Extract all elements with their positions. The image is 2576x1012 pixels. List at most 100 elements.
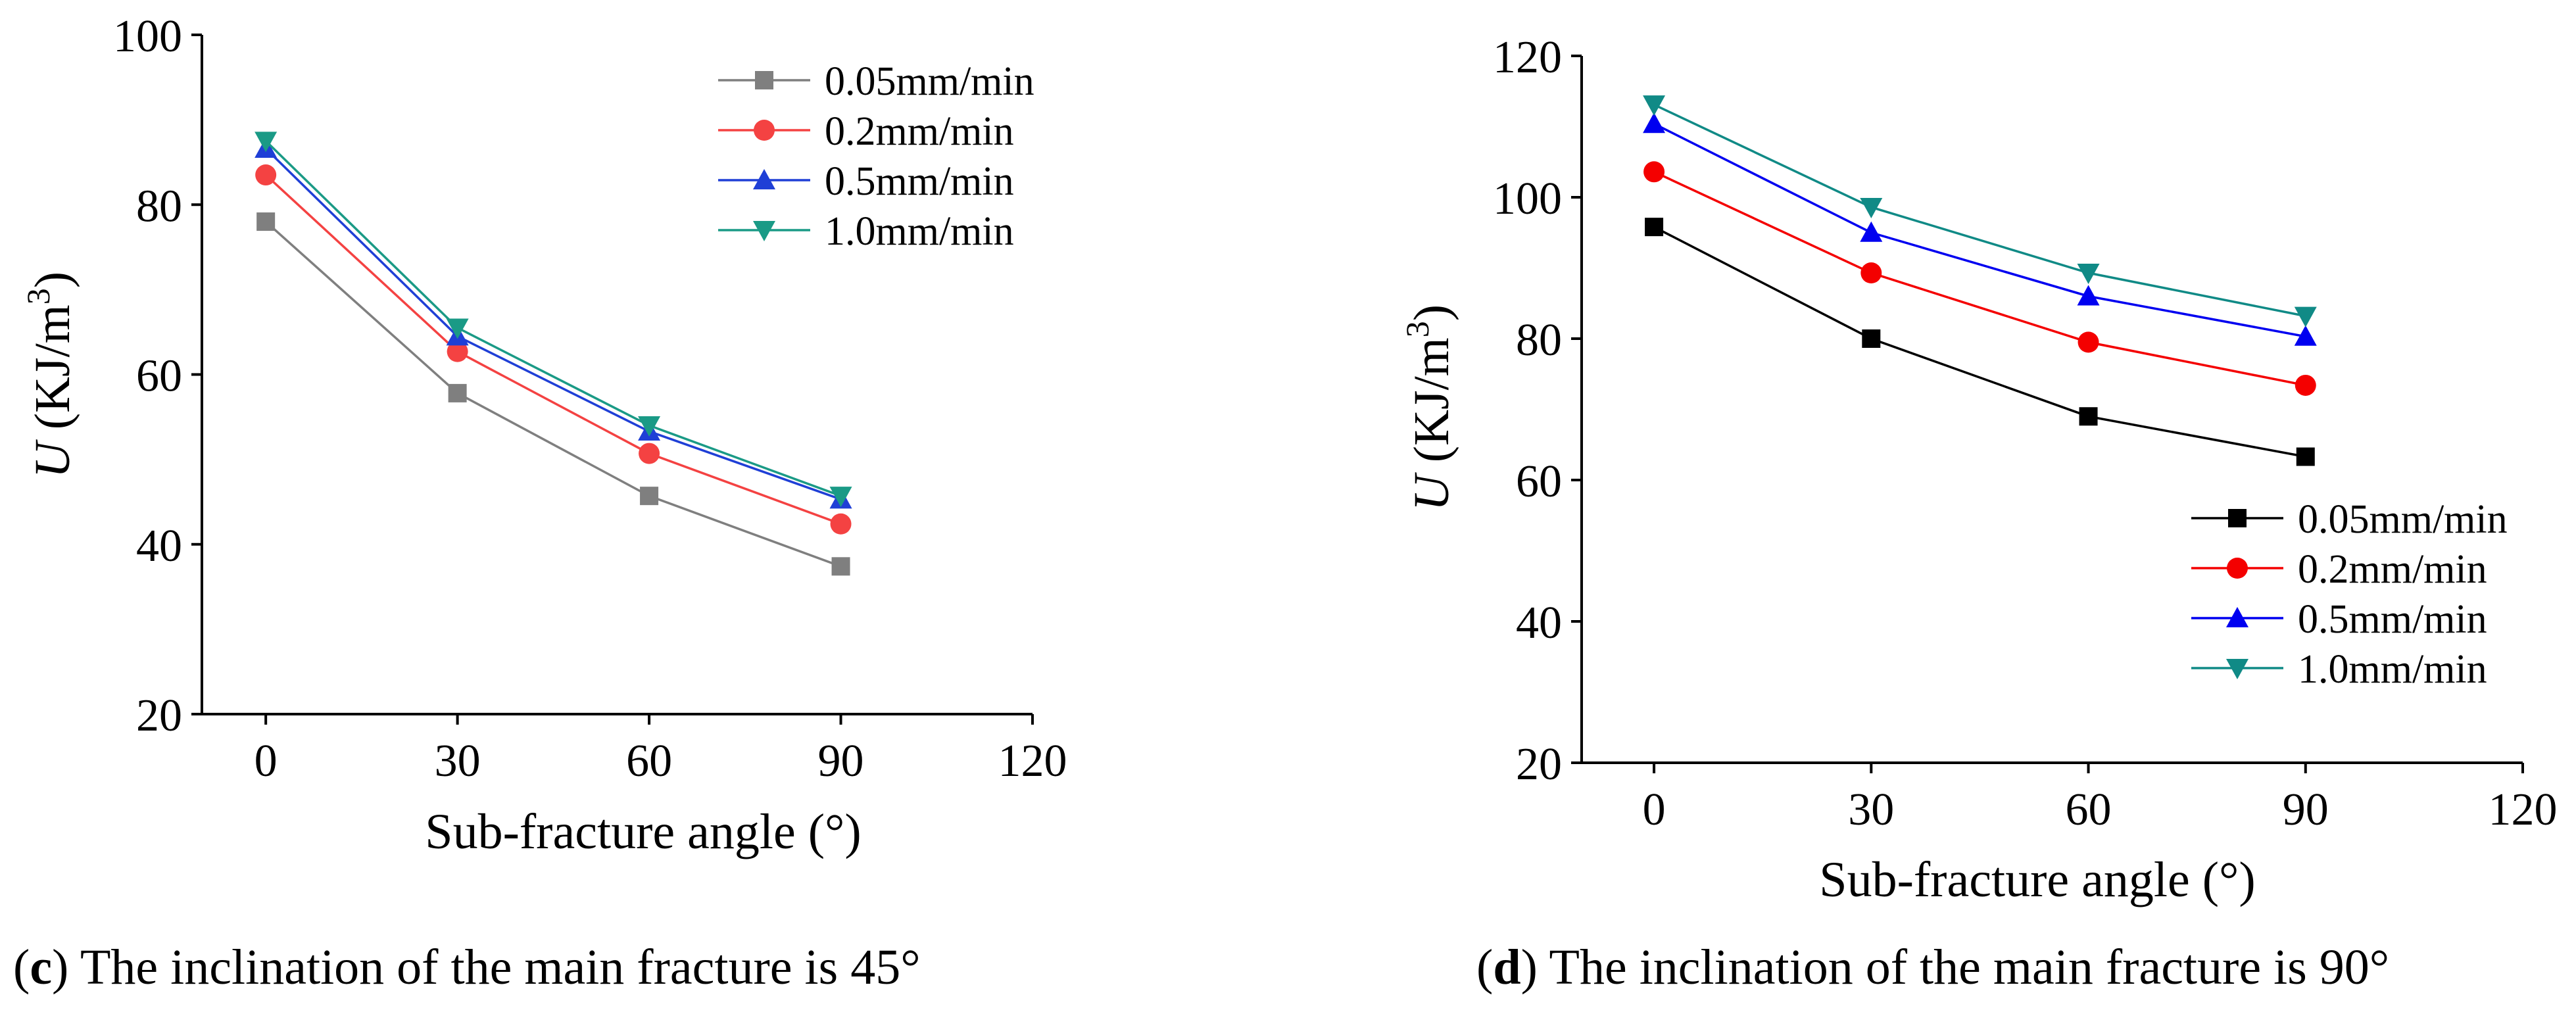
legend-swatch-marker xyxy=(2226,659,2248,679)
x-tick-label: 60 xyxy=(626,736,672,786)
data-point xyxy=(639,443,660,464)
x-tick-label: 90 xyxy=(2283,784,2329,835)
data-point xyxy=(2078,331,2099,353)
y-tick-label: 20 xyxy=(136,690,182,741)
legend: 0.05mm/min 0.2mm/min 0.5mm/min 1.0mm/min xyxy=(2191,497,2508,692)
legend-label: 0.5mm/min xyxy=(2298,597,2487,642)
data-point xyxy=(1860,198,1883,219)
chart-panel-d: 0 30 60 90 120 20 40 60 80 100 120 0.05mm/min 0.2mm… xyxy=(1399,32,2558,995)
legend-item: 0.2mm/min xyxy=(2191,547,2487,592)
y-tick-label: 100 xyxy=(1493,174,1562,224)
legend-swatch-marker xyxy=(754,120,775,141)
legend-label: 0.05mm/min xyxy=(825,59,1034,104)
y-tick-label: 80 xyxy=(136,181,182,231)
axes xyxy=(1580,56,2523,764)
series-line xyxy=(264,220,842,567)
data-point xyxy=(2079,407,2098,426)
series-line xyxy=(1653,103,2306,318)
series-1.0mm/min xyxy=(1643,95,2317,327)
data-point xyxy=(1643,161,1665,183)
data-point xyxy=(640,487,659,506)
y-tick-label: 120 xyxy=(1493,32,1562,83)
y-axis-label: U (KJ/m3) xyxy=(1399,304,1459,511)
y-axis-label: U (KJ/m3) xyxy=(20,272,80,478)
series-0.05mm/min xyxy=(256,212,850,576)
data-point xyxy=(2294,325,2317,346)
legend-swatch-marker xyxy=(753,221,775,241)
series-line xyxy=(1653,170,2306,387)
chart-panel-c: 0 30 60 90 120 20 40 60 80 100 0.05mm/min 0.2mm/mi… xyxy=(13,11,1067,995)
legend-label: 1.0mm/min xyxy=(825,209,1014,254)
data-point xyxy=(1643,112,1666,133)
legend-item: 0.05mm/min xyxy=(2191,497,2508,542)
data-point xyxy=(448,383,467,402)
data-point xyxy=(2077,264,2100,285)
legend-item: 1.0mm/min xyxy=(2191,647,2487,692)
series-line xyxy=(264,147,842,500)
data-point xyxy=(1860,262,1882,284)
data-point xyxy=(255,164,277,186)
series-line xyxy=(1653,226,2306,458)
data-point xyxy=(1860,221,1883,242)
legend-swatch-marker xyxy=(2227,558,2248,579)
data-point xyxy=(447,341,468,362)
legend-label: 0.5mm/min xyxy=(825,159,1014,204)
legend-swatch-marker xyxy=(753,169,775,189)
y-tick-label: 40 xyxy=(1516,598,1562,648)
x-tick-label: 30 xyxy=(1848,784,1894,835)
y-tick-label: 40 xyxy=(136,521,182,571)
x-tick-label: 120 xyxy=(2489,784,2558,835)
y-tick-label: 60 xyxy=(1516,456,1562,507)
series-0.05mm/min xyxy=(1645,218,2315,466)
legend-swatch-marker xyxy=(2226,607,2248,627)
data-point xyxy=(830,513,852,535)
legend-swatch-marker xyxy=(2228,509,2247,527)
series-0.5mm/min xyxy=(1643,112,2317,346)
y-tick-label: 20 xyxy=(1516,739,1562,790)
x-tick-label: 60 xyxy=(2066,784,2112,835)
panel-caption: (c) The inclination of the main fracture… xyxy=(13,940,921,995)
data-point xyxy=(2295,374,2316,396)
data-point xyxy=(2296,447,2315,466)
series-1.0mm/min xyxy=(255,132,852,508)
y-tick-label: 60 xyxy=(136,351,182,402)
legend-item: 1.0mm/min xyxy=(718,209,1014,254)
x-tick-label: 90 xyxy=(818,736,864,786)
data-point xyxy=(256,212,276,231)
series-group xyxy=(1643,95,2317,466)
legend-item: 0.05mm/min xyxy=(718,59,1034,104)
series-line xyxy=(1653,122,2306,338)
legend-item: 0.5mm/min xyxy=(2191,597,2487,642)
x-axis-label: Sub-fracture angle (°) xyxy=(1819,852,2255,907)
legend-swatch-marker xyxy=(755,71,773,89)
series-0.5mm/min xyxy=(255,137,852,509)
data-point xyxy=(1645,218,1664,237)
data-point xyxy=(2294,306,2317,327)
legend-item: 0.5mm/min xyxy=(718,159,1014,204)
data-point xyxy=(1862,329,1881,348)
series-line xyxy=(264,140,842,497)
legend-label: 1.0mm/min xyxy=(2298,647,2487,692)
series-0.2mm/min xyxy=(255,164,852,535)
legend: 0.05mm/min 0.2mm/min 0.5mm/min 1.0mm/min xyxy=(718,59,1034,254)
y-tick-label: 100 xyxy=(113,11,182,62)
tick-group: 0 30 60 90 120 20 40 60 80 100 xyxy=(113,11,1067,786)
y-tick-label: 80 xyxy=(1516,315,1562,366)
legend-item: 0.2mm/min xyxy=(718,109,1014,154)
tick-group: 0 30 60 90 120 20 40 60 80 100 120 xyxy=(1493,32,2558,835)
series-group xyxy=(255,132,852,576)
series-0.2mm/min xyxy=(1643,161,2316,396)
data-point xyxy=(446,318,469,339)
x-tick-label: 0 xyxy=(255,736,278,786)
series-line xyxy=(264,174,842,525)
x-tick-label: 30 xyxy=(435,736,481,786)
data-point xyxy=(831,557,850,576)
data-point xyxy=(829,487,852,508)
panel-caption: (d) The inclination of the main fracture… xyxy=(1476,940,2389,995)
x-tick-label: 0 xyxy=(1643,784,1666,835)
data-point xyxy=(2077,285,2100,306)
data-point xyxy=(255,132,278,153)
x-tick-label: 120 xyxy=(998,736,1067,786)
legend-label: 0.2mm/min xyxy=(2298,547,2487,592)
